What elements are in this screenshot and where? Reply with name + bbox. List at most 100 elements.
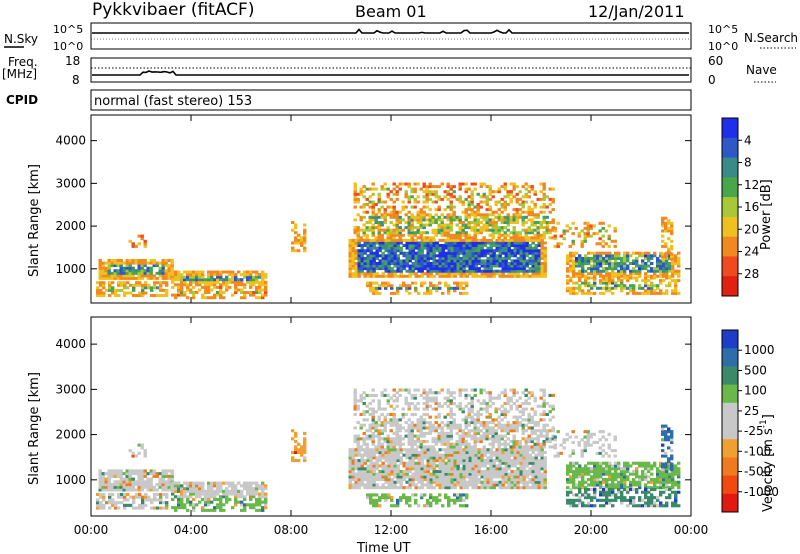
power-echo-cell (485, 185, 489, 189)
power-echo-cell (528, 269, 532, 273)
velocity-echo-cell (504, 456, 508, 460)
velocity-echo-cell (482, 445, 486, 449)
power-echo-cell (620, 284, 624, 288)
power-echo-cell (533, 236, 537, 240)
velocity-echo-cell (462, 483, 466, 487)
power-echo-cell (497, 213, 501, 217)
velocity-echo-cell (503, 442, 507, 446)
velocity-echo-cell (377, 402, 381, 406)
power-echo-cell (357, 254, 361, 258)
velocity-echo-cell (363, 459, 367, 463)
velocity-echo-cell (249, 481, 253, 485)
power-echo-cell (530, 208, 534, 212)
power-echo-cell (536, 233, 540, 237)
power-echo-cell (356, 236, 360, 240)
power-echo-cell (170, 261, 174, 265)
power-echo-cell (425, 197, 429, 201)
power-echo-cell (515, 221, 519, 224)
velocity-echo-cell (531, 467, 535, 471)
power-echo-cell (360, 238, 364, 242)
velocity-echo-cell (471, 472, 475, 476)
velocity-echo-cell (491, 421, 495, 425)
power-echo-cell (216, 270, 220, 274)
velocity-echo-cell (111, 501, 115, 505)
power-echo-cell (219, 285, 223, 289)
power-echo-cell (420, 264, 424, 268)
velocity-echo-cell (174, 506, 178, 510)
power-echo-cell (539, 223, 543, 227)
power-echo-cell (650, 289, 654, 293)
power-echo-cell (359, 228, 363, 232)
power-echo-cell (510, 241, 514, 245)
power-colorbar-tick-0: 4 (744, 133, 752, 147)
velocity-echo-cell (237, 495, 241, 499)
velocity-echo-cell (213, 492, 217, 496)
nsky-label: N.Sky (4, 32, 38, 46)
velocity-echo-cell (390, 459, 394, 463)
velocity-echo-cell (495, 453, 499, 457)
power-echo-cell (470, 200, 474, 204)
velocity-echo-cell (413, 407, 417, 411)
power-echo-cell (524, 231, 528, 235)
velocity-echo-cell (359, 399, 363, 403)
velocity-echo-cell (456, 467, 460, 471)
power-echo-cell (474, 241, 478, 245)
velocity-echo-cell (353, 399, 357, 403)
power-echo-cell (132, 288, 136, 292)
velocity-echo-cell (150, 498, 154, 502)
power-echo-cell (507, 246, 511, 250)
power-echo-cell (438, 262, 442, 265)
velocity-echo-cell (378, 478, 382, 482)
power-echo-cell (659, 259, 663, 263)
power-echo-cell (501, 272, 505, 276)
power-echo-cell (575, 281, 579, 285)
power-echo-cell (641, 279, 645, 283)
velocity-echo-cell (465, 464, 469, 468)
power-echo-cell (566, 262, 570, 265)
power-echo-cell (671, 264, 675, 268)
velocity-echo-cell (501, 450, 505, 454)
power-echo-cell (357, 244, 361, 247)
power-echo-cell (440, 233, 444, 237)
cpid-panel: CPID normal (fast stereo) 153 (6, 89, 692, 111)
velocity-echo-cell (497, 423, 501, 427)
velocity-echo-cell (437, 426, 441, 430)
velocity-echo-cell (177, 487, 181, 491)
power-echo-cell (303, 231, 307, 235)
power-echo-cell (593, 251, 597, 255)
power-echo-cell (513, 272, 517, 276)
power-echo-cell (381, 256, 385, 260)
velocity-echo-cell (420, 461, 424, 465)
power-echo-cell (183, 278, 187, 282)
power-echo-cell (488, 187, 492, 191)
velocity-echo-cell (510, 486, 514, 490)
velocity-echo-cell (164, 469, 168, 473)
power-echo-cell (377, 197, 381, 201)
velocity-echo-cell (380, 437, 384, 441)
velocity-echo-cell (99, 506, 103, 510)
velocity-echo-cell (219, 503, 223, 507)
velocity-echo-cell (519, 480, 523, 484)
velocity-echo-cell (470, 445, 474, 449)
power-echo-cell (161, 276, 165, 280)
power-echo-cell (661, 252, 665, 256)
velocity-echo-cell (429, 478, 433, 482)
power-echo-cell (140, 237, 144, 241)
velocity-echo-cell (464, 418, 468, 422)
power-echo-cell (468, 259, 472, 263)
power-echo-cell (635, 256, 639, 260)
velocity-echo-cell (359, 396, 363, 400)
power-echo-cell (456, 254, 460, 258)
velocity-echo-cell (413, 388, 417, 392)
velocity-echo-cell (213, 508, 217, 512)
power-echo-cell (641, 259, 645, 263)
power-echo-cell (670, 229, 674, 233)
velocity-echo-cell (414, 450, 418, 454)
velocity-echo-cell (354, 483, 358, 487)
power-echo-cell (374, 213, 378, 217)
velocity-echo-cell (381, 464, 385, 468)
power-echo-cell (465, 246, 469, 250)
velocity-echo-cell (507, 448, 511, 452)
velocity-echo-cell (440, 440, 444, 444)
